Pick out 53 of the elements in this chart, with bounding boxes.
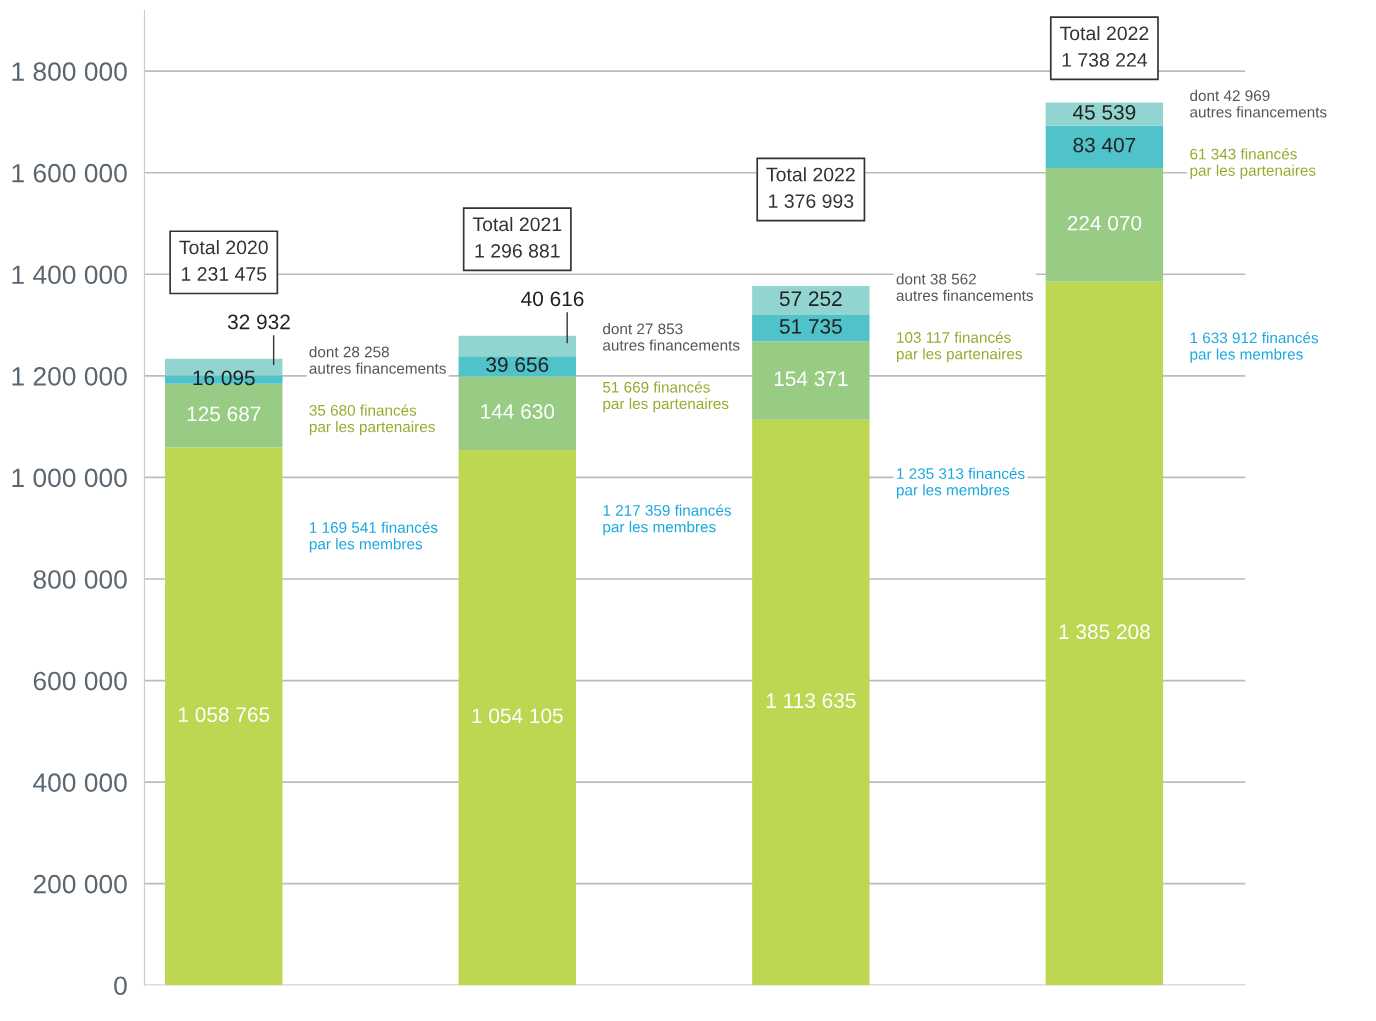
y-tick-label: 1 000 000 — [12, 468, 127, 488]
annotation: 1 633 912 financés par les membres — [1190, 331, 1319, 363]
bar — [1045, 281, 1164, 986]
annotation: dont 27 853 autres financements — [603, 323, 740, 351]
data-label: 51 735 — [779, 319, 842, 334]
annotation: 103 117 financés par les partenaires — [896, 331, 1022, 363]
data-label: 32 932 — [227, 314, 290, 330]
data-label: 1 385 208 — [1059, 624, 1150, 640]
y-tick-label: 1 400 000 — [12, 265, 127, 285]
annotation: Total 2021 1 296 881 — [472, 216, 562, 258]
data-label: 1 058 765 — [178, 707, 270, 723]
bar — [458, 449, 576, 986]
annotation: 1 217 359 financés par les membres — [603, 504, 731, 536]
bar — [752, 315, 870, 342]
annotation: 61 343 financés par les partenaires — [1190, 148, 1316, 179]
bar — [458, 335, 576, 357]
y-tick-label: 1 600 000 — [12, 163, 127, 183]
data-label: 45 539 — [1073, 104, 1136, 120]
bar — [752, 341, 870, 420]
annotation: 1 235 313 financés par les membres — [896, 467, 1025, 499]
data-label: 57 252 — [779, 291, 842, 307]
data-label: 39 656 — [486, 357, 549, 373]
annotation: 35 680 financés par les partenaires — [309, 404, 435, 436]
y-tick-label: 1 200 000 — [12, 366, 127, 386]
data-label: 125 687 — [187, 406, 261, 422]
annotation: Total 2020 1 231 475 — [179, 240, 268, 281]
data-label: 154 371 — [774, 371, 848, 387]
data-label: 83 407 — [1073, 137, 1136, 153]
annotation: Total 2022 1 738 224 — [1059, 25, 1149, 67]
bar — [1045, 125, 1164, 169]
y-tick-label: 200 000 — [33, 874, 127, 894]
y-tick-label: 0 — [114, 976, 127, 996]
y-tick-label: 1 800 000 — [12, 62, 127, 81]
annotation: dont 38 562 autres financements — [896, 273, 1033, 301]
y-tick-label: 800 000 — [33, 570, 127, 589]
annotation: dont 42 969 autres financements — [1190, 89, 1327, 118]
bar — [752, 285, 870, 316]
annotation: 51 669 financés par les partenaires — [603, 381, 729, 413]
annotation: 1 169 541 financés par les membres — [309, 521, 438, 553]
y-tick-label: 400 000 — [33, 773, 127, 792]
data-label: 16 095 — [193, 370, 255, 386]
bar — [458, 376, 576, 450]
annotation: Total 2022 1 376 993 — [766, 167, 855, 208]
annotation: dont 28 258 autres financements — [309, 346, 446, 374]
data-label: 144 630 — [481, 404, 555, 419]
bar — [165, 447, 283, 986]
data-label: 1 054 105 — [472, 708, 563, 724]
data-label: 40 616 — [521, 291, 584, 307]
data-label: 1 113 635 — [766, 693, 856, 709]
bar — [1045, 168, 1164, 282]
data-label: 224 070 — [1067, 215, 1142, 231]
bar — [752, 419, 870, 986]
y-tick-label: 600 000 — [33, 671, 127, 691]
